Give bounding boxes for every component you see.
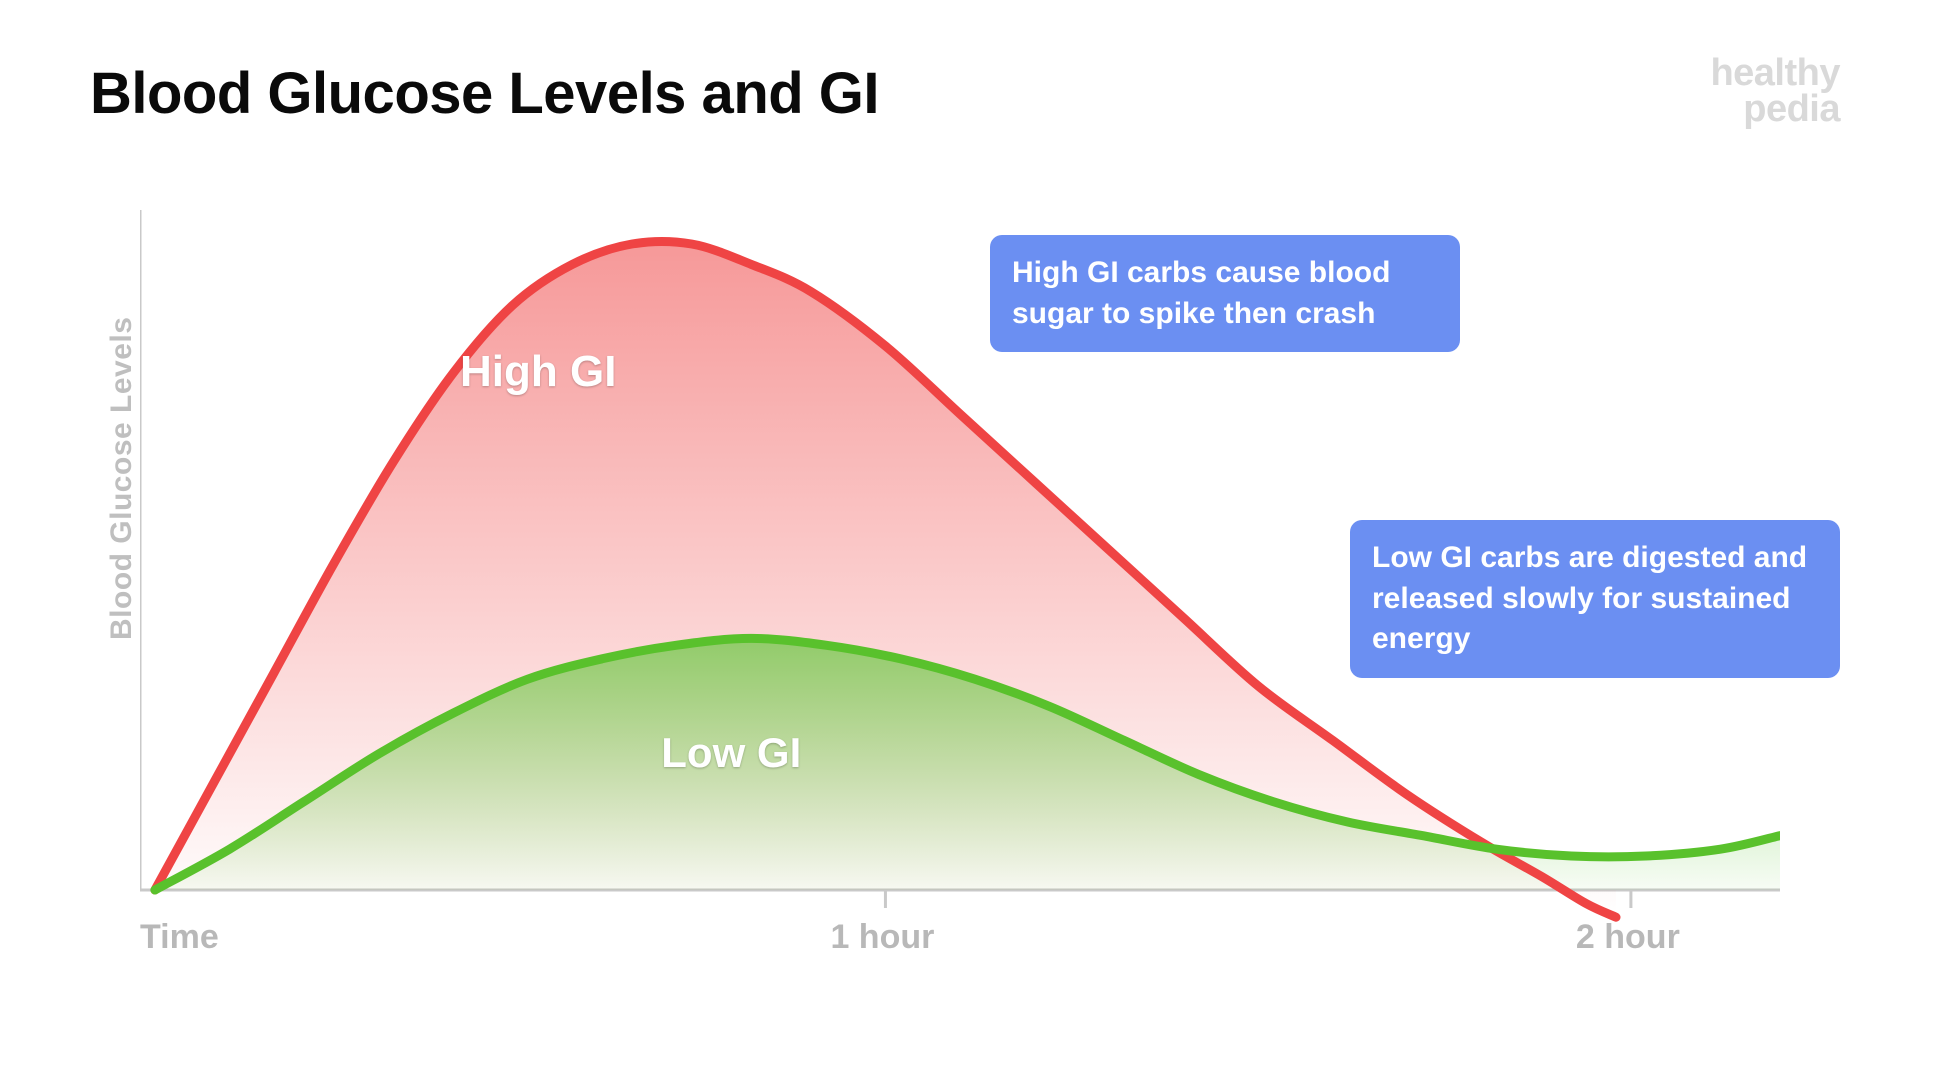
x-tick-label: 1 hour	[830, 918, 934, 957]
brand-logo-line1: healthy	[1710, 55, 1840, 91]
brand-logo: healthypedia	[1710, 55, 1840, 127]
series-label: Low GI	[661, 729, 801, 777]
brand-logo-line2: pedia	[1710, 91, 1840, 127]
x-tick-label: 2 hour	[1576, 918, 1680, 957]
chart-title: Blood Glucose Levels and GI	[90, 60, 879, 127]
x-tick-label: Time	[140, 918, 219, 957]
series-label: High GI	[460, 347, 616, 397]
y-axis-label: Blood Glucose Levels	[105, 317, 139, 640]
callout-box: Low GI carbs are digested and released s…	[1350, 520, 1840, 678]
callout-box: High GI carbs cause blood sugar to spike…	[990, 235, 1460, 352]
